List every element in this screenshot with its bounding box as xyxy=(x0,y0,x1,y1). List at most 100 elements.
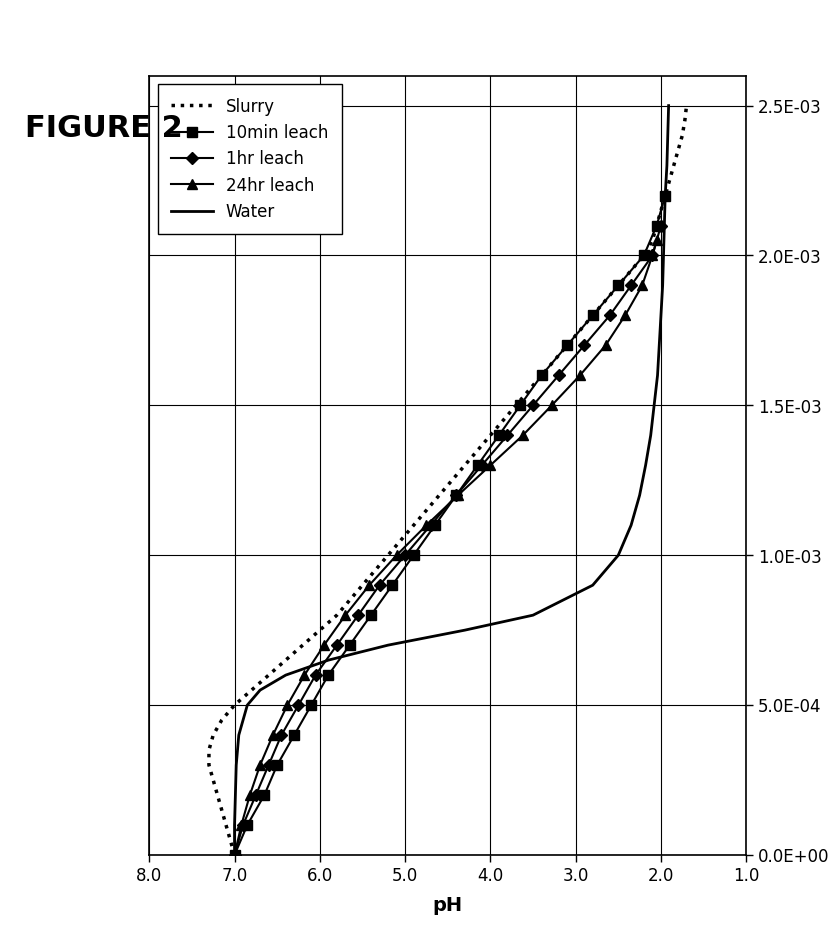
10min leach xyxy=(536,370,546,381)
Legend: Slurry, 10min leach, 1hr leach, 24hr leach, Water: Slurry, 10min leach, 1hr leach, 24hr lea… xyxy=(158,85,342,235)
Y-axis label: Moles of H+ Added: Moles of H+ Added xyxy=(827,361,829,570)
10min leach xyxy=(515,400,525,411)
Water xyxy=(656,310,666,321)
10min leach xyxy=(259,789,269,801)
24hr leach xyxy=(283,699,293,711)
1hr leach xyxy=(375,580,385,591)
1hr leach xyxy=(528,400,538,411)
10min leach xyxy=(494,429,504,441)
Text: FIGURE 2: FIGURE 2 xyxy=(25,114,182,143)
Water xyxy=(657,280,667,292)
Water xyxy=(654,340,664,352)
10min leach xyxy=(409,550,419,561)
Water xyxy=(626,520,636,531)
24hr leach xyxy=(574,370,584,381)
Slurry xyxy=(680,115,690,126)
1hr leach xyxy=(647,250,657,261)
10min leach xyxy=(451,490,461,502)
24hr leach xyxy=(652,235,662,246)
Water xyxy=(255,685,265,696)
24hr leach xyxy=(245,789,255,801)
X-axis label: pH: pH xyxy=(433,896,463,915)
24hr leach xyxy=(268,730,278,741)
1hr leach xyxy=(451,490,461,502)
Slurry xyxy=(550,355,560,367)
Water xyxy=(460,624,470,636)
Water xyxy=(234,730,244,741)
Line: 10min leach: 10min leach xyxy=(230,191,670,860)
24hr leach xyxy=(299,670,309,681)
1hr leach xyxy=(502,429,512,441)
10min leach xyxy=(289,730,299,741)
Water xyxy=(383,639,393,651)
Water xyxy=(230,789,240,801)
10min leach xyxy=(660,190,670,201)
1hr leach xyxy=(656,220,666,232)
1hr leach xyxy=(604,310,614,321)
24hr leach xyxy=(364,580,374,591)
24hr leach xyxy=(485,460,495,471)
Line: 24hr leach: 24hr leach xyxy=(230,236,662,860)
1hr leach xyxy=(353,610,363,621)
24hr leach xyxy=(341,610,351,621)
Water xyxy=(659,220,669,232)
24hr leach xyxy=(600,340,610,352)
10min leach xyxy=(588,310,598,321)
10min leach xyxy=(366,610,376,621)
Water xyxy=(646,429,656,441)
24hr leach xyxy=(546,400,556,411)
24hr leach xyxy=(518,429,528,441)
10min leach xyxy=(639,250,649,261)
1hr leach xyxy=(251,789,261,801)
1hr leach xyxy=(477,460,487,471)
24hr leach xyxy=(319,639,329,651)
10min leach xyxy=(345,639,355,651)
10min leach xyxy=(323,670,333,681)
Water xyxy=(231,759,241,770)
Water xyxy=(230,819,240,830)
24hr leach xyxy=(421,520,431,531)
1hr leach xyxy=(425,520,435,531)
Slurry xyxy=(246,685,256,696)
1hr leach xyxy=(293,699,303,711)
Slurry xyxy=(230,849,240,861)
24hr leach xyxy=(647,250,657,261)
Slurry xyxy=(588,310,598,321)
1hr leach xyxy=(554,370,564,381)
Water xyxy=(662,130,672,142)
Slurry xyxy=(332,610,342,621)
1hr leach xyxy=(276,730,286,741)
1hr leach xyxy=(332,639,342,651)
24hr leach xyxy=(620,310,630,321)
1hr leach xyxy=(400,550,410,561)
1hr leach xyxy=(264,759,274,770)
10min leach xyxy=(230,849,240,861)
10min leach xyxy=(473,460,482,471)
Water xyxy=(230,849,240,861)
10min leach xyxy=(242,819,252,830)
10min leach xyxy=(562,340,572,352)
1hr leach xyxy=(311,670,321,681)
1hr leach xyxy=(230,849,240,861)
Water xyxy=(652,370,662,381)
24hr leach xyxy=(638,280,647,292)
Slurry xyxy=(315,624,325,636)
Water xyxy=(323,655,333,666)
Water xyxy=(281,670,291,681)
Water xyxy=(660,190,670,201)
24hr leach xyxy=(391,550,401,561)
1hr leach xyxy=(238,819,248,830)
24hr leach xyxy=(236,819,246,830)
Water xyxy=(641,460,651,471)
Water xyxy=(242,699,252,711)
Water xyxy=(528,610,538,621)
10min leach xyxy=(613,280,623,292)
10min leach xyxy=(306,699,316,711)
Slurry xyxy=(681,101,691,112)
24hr leach xyxy=(230,849,240,861)
10min leach xyxy=(272,759,282,770)
10min leach xyxy=(387,580,397,591)
Water xyxy=(613,550,623,561)
Line: Slurry: Slurry xyxy=(209,106,686,855)
Water xyxy=(663,101,673,112)
